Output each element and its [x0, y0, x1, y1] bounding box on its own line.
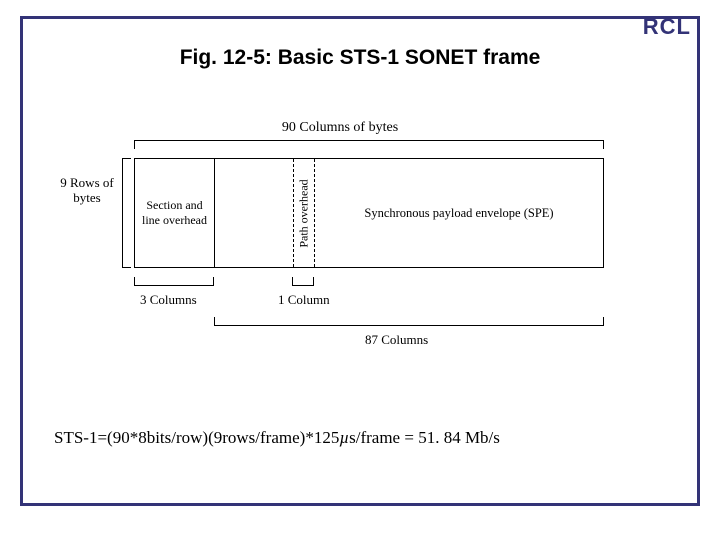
section-line-overhead-column: Section and line overhead — [135, 159, 215, 267]
path-overhead-label: Path overhead — [297, 179, 312, 247]
sonet-frame-diagram: 90 Columns of bytes 9 Rows of bytes Sect… — [60, 120, 620, 380]
label-3-columns: 3 Columns — [140, 292, 197, 308]
top-brace — [134, 140, 604, 150]
top-span-label: 90 Columns of bytes — [60, 120, 620, 136]
rows-label: 9 Rows of bytes — [55, 176, 119, 206]
brace-87-columns — [214, 316, 604, 326]
left-brace — [122, 158, 130, 268]
formula-suffix: s/frame = 51. 84 Mb/s — [349, 428, 500, 447]
path-overhead-column: Path overhead — [293, 159, 315, 267]
brace-3-columns — [134, 276, 214, 286]
formula-prefix: STS-1=(90*8bits/row)(9rows/frame)*125 — [54, 428, 339, 447]
bitrate-formula: STS-1=(90*8bits/row)(9rows/frame)*125µs/… — [54, 428, 500, 448]
rcl-logo: RCL — [643, 14, 691, 40]
frame-rectangle: Section and line overhead Path overhead … — [134, 158, 604, 268]
formula-mu: µ — [339, 428, 349, 447]
spe-label: Synchronous payload envelope (SPE) — [364, 205, 553, 221]
section-line-overhead-label: Section and line overhead — [139, 198, 210, 228]
label-87-columns: 87 Columns — [365, 332, 428, 348]
label-1-column: 1 Column — [278, 292, 330, 308]
figure-title: Fig. 12-5: Basic STS-1 SONET frame — [0, 46, 720, 70]
brace-1-column — [292, 276, 314, 286]
spe-column: Synchronous payload envelope (SPE) — [315, 159, 603, 267]
